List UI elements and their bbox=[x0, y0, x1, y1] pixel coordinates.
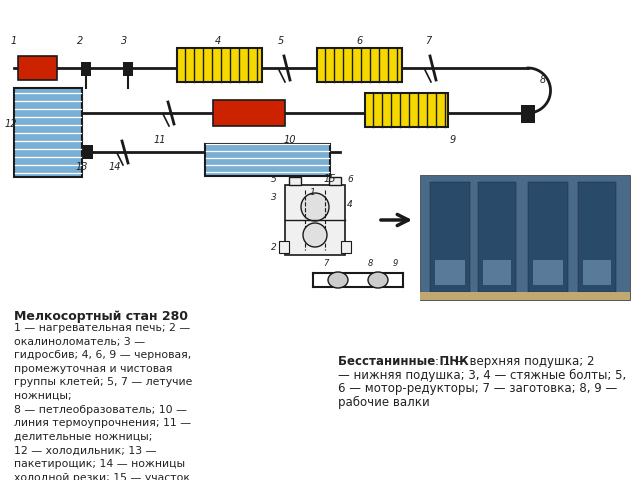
Bar bbox=[83, 145, 93, 159]
Ellipse shape bbox=[328, 272, 348, 288]
Text: 15: 15 bbox=[324, 174, 336, 184]
Circle shape bbox=[303, 223, 327, 247]
Bar bbox=[420, 292, 630, 300]
Text: Мелкосортный стан 280: Мелкосортный стан 280 bbox=[14, 310, 188, 323]
Text: 1: 1 bbox=[11, 36, 17, 46]
Bar bbox=[521, 105, 535, 123]
Text: 14: 14 bbox=[109, 162, 121, 172]
Bar bbox=[18, 56, 57, 80]
Bar bbox=[583, 260, 611, 285]
Circle shape bbox=[301, 193, 329, 221]
Text: 6 — мотор-редукторы; 7 — заготовка; 8, 9 —: 6 — мотор-редукторы; 7 — заготовка; 8, 9… bbox=[338, 382, 617, 395]
Bar bbox=[365, 93, 448, 127]
Bar bbox=[279, 241, 289, 253]
Text: 4: 4 bbox=[215, 36, 221, 46]
Text: 5: 5 bbox=[271, 175, 276, 184]
Bar bbox=[123, 62, 133, 76]
Text: 10: 10 bbox=[284, 135, 296, 145]
Bar bbox=[317, 48, 402, 82]
Text: 3: 3 bbox=[271, 193, 276, 202]
Text: 5: 5 bbox=[278, 36, 284, 46]
Text: 9: 9 bbox=[393, 259, 398, 268]
Text: 6: 6 bbox=[357, 36, 363, 46]
Bar bbox=[341, 241, 351, 253]
Bar bbox=[420, 175, 630, 300]
Text: 3: 3 bbox=[121, 36, 127, 46]
Ellipse shape bbox=[368, 272, 388, 288]
Text: 8: 8 bbox=[540, 75, 547, 85]
Bar bbox=[478, 182, 516, 292]
Bar bbox=[213, 100, 285, 126]
Bar bbox=[14, 88, 82, 177]
Text: 12: 12 bbox=[5, 119, 17, 129]
Bar bbox=[435, 260, 465, 285]
Bar bbox=[533, 260, 563, 285]
Bar bbox=[578, 182, 616, 292]
Text: — нижняя подушка; 3, 4 — стяжные болты; 5,: — нижняя подушка; 3, 4 — стяжные болты; … bbox=[338, 369, 627, 382]
Bar bbox=[177, 48, 262, 82]
Bar bbox=[430, 182, 470, 292]
Text: 13: 13 bbox=[76, 162, 88, 172]
Text: 9: 9 bbox=[450, 135, 456, 145]
Bar bbox=[483, 260, 511, 285]
Text: 6: 6 bbox=[347, 175, 353, 184]
Text: 8: 8 bbox=[368, 259, 373, 268]
Bar bbox=[329, 177, 341, 185]
Text: 2: 2 bbox=[271, 243, 276, 252]
Text: 7: 7 bbox=[323, 259, 328, 268]
Bar bbox=[285, 185, 345, 255]
Text: 1 — нагревательная печь; 2 —
окалиноломатель; 3 —
гидросбив; 4, 6, 9 — черновая,: 1 — нагревательная печь; 2 — окалинолома… bbox=[14, 323, 193, 480]
Text: 4: 4 bbox=[347, 200, 353, 209]
Text: 7: 7 bbox=[425, 36, 431, 46]
Text: рабочие валки: рабочие валки bbox=[338, 396, 429, 408]
Text: : 1 — верхняя подушка; 2: : 1 — верхняя подушка; 2 bbox=[435, 355, 595, 368]
Text: 2: 2 bbox=[77, 36, 83, 46]
Bar bbox=[81, 62, 91, 76]
Bar bbox=[289, 177, 301, 185]
Text: Бесстанинные ПНК: Бесстанинные ПНК bbox=[338, 355, 468, 368]
Bar bbox=[528, 182, 568, 292]
Text: 11: 11 bbox=[154, 135, 166, 145]
Text: 1: 1 bbox=[309, 188, 315, 197]
Bar bbox=[205, 144, 330, 176]
